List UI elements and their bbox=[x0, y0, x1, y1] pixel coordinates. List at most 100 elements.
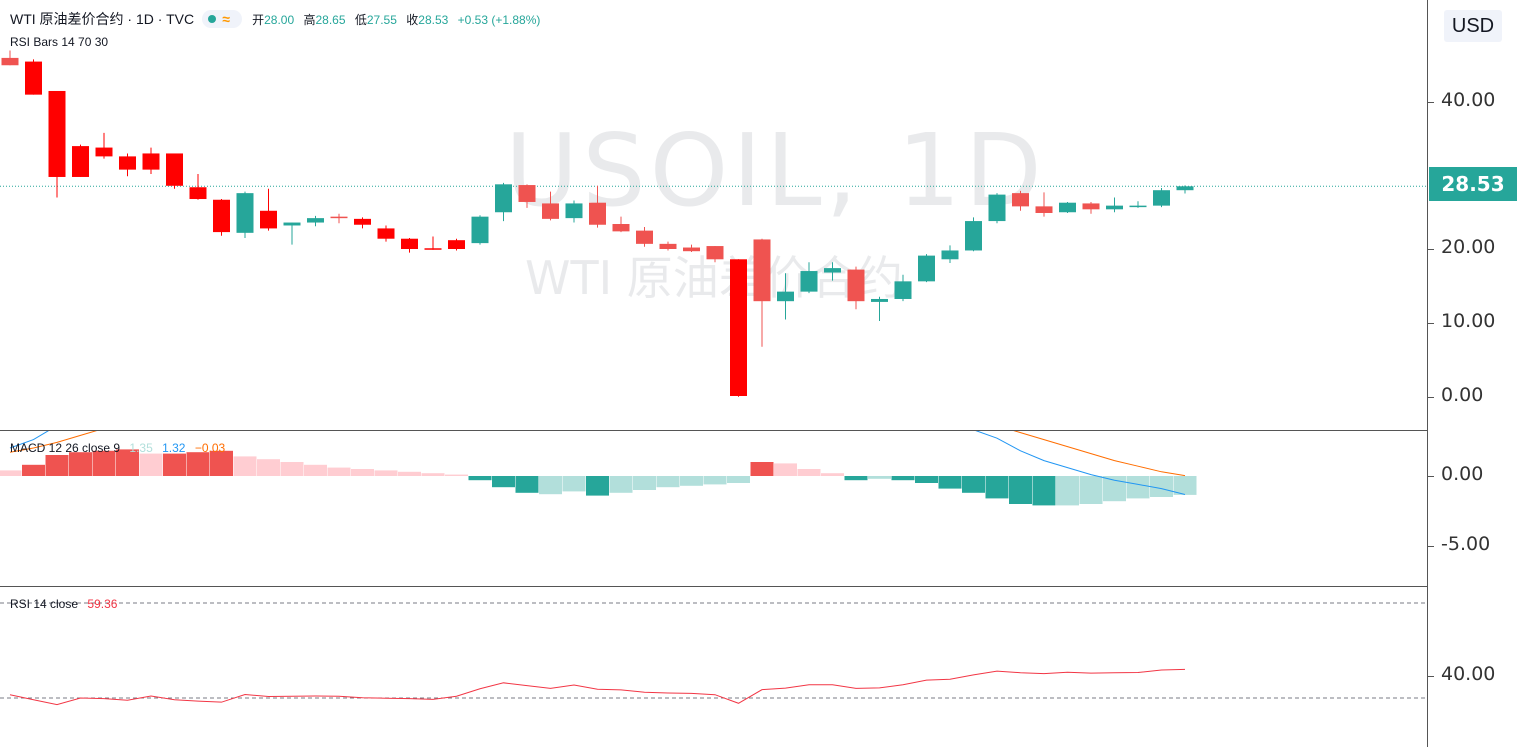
macd-histogram-bar bbox=[680, 476, 703, 486]
candle-body bbox=[589, 202, 606, 225]
rsi-chart[interactable] bbox=[0, 587, 1427, 747]
candle-body bbox=[1059, 202, 1076, 213]
rsi-label: RSI 14 close bbox=[10, 597, 79, 611]
rsi-legend[interactable]: RSI 14 close 59.36 bbox=[10, 597, 123, 611]
candle-body bbox=[683, 247, 700, 252]
macd-histogram-bar bbox=[915, 476, 938, 483]
market-status-toggle[interactable]: ≈ bbox=[202, 10, 243, 28]
candle-body bbox=[189, 187, 207, 200]
candle-body bbox=[800, 271, 818, 292]
macd-histogram-bar bbox=[233, 456, 257, 476]
candle-body bbox=[283, 222, 301, 226]
macd-histogram-bar bbox=[0, 470, 22, 476]
candle-body bbox=[95, 147, 113, 157]
macd-histogram-bar bbox=[962, 476, 985, 493]
candle-body bbox=[1, 57, 19, 66]
macd-histogram-bar bbox=[1009, 476, 1032, 504]
macd-histogram-bar bbox=[1126, 476, 1150, 499]
macd-histogram-bar bbox=[492, 476, 515, 488]
close-value: 28.53 bbox=[418, 12, 449, 27]
macd-histogram-bar bbox=[633, 476, 656, 490]
candle-body bbox=[659, 243, 677, 249]
candle-body bbox=[1035, 206, 1053, 213]
candle-body bbox=[72, 146, 89, 177]
high-value: 28.65 bbox=[315, 12, 346, 27]
macd-histogram-bar bbox=[1103, 476, 1126, 502]
price-tick: 0.00 bbox=[1441, 384, 1484, 406]
macd-histogram-bar bbox=[304, 464, 327, 476]
candle-body bbox=[25, 61, 42, 95]
candle-body bbox=[119, 156, 136, 170]
candle-body bbox=[424, 248, 442, 250]
candle-body bbox=[377, 228, 395, 239]
macd-histogram-bar bbox=[1056, 476, 1079, 506]
price-axis[interactable]: USD 40.00 20.00 10.00 0.00 28.53 0.00 -5… bbox=[1427, 0, 1520, 747]
name-watermark: WTI 原油差价合约 bbox=[525, 251, 903, 305]
candle-body bbox=[1106, 205, 1123, 210]
candle-body bbox=[1082, 203, 1100, 210]
close-label: 收 bbox=[406, 12, 419, 27]
candle-body bbox=[941, 250, 959, 260]
price-tick: 40.00 bbox=[1441, 89, 1496, 111]
macd-histogram-bar bbox=[868, 476, 891, 479]
axis-tick-mark bbox=[1428, 102, 1434, 103]
axis-tick-mark bbox=[1428, 323, 1434, 324]
macd-histogram-bar bbox=[45, 455, 69, 476]
macd-signal-value: −0.03 bbox=[194, 441, 226, 455]
macd-histogram-bar bbox=[844, 476, 868, 481]
macd-histogram-bar bbox=[774, 463, 797, 476]
candle-body bbox=[518, 185, 536, 202]
macd-histogram-bar bbox=[938, 476, 962, 489]
macd-pane[interactable]: MACD 12 26 close 9 1.35 1.32 −0.03 bbox=[0, 431, 1427, 586]
symbol-legend: WTI 原油差价合约 · 1D · TVC ≈ 开28.00 高28.65 低2… bbox=[10, 9, 552, 29]
open-value: 28.00 bbox=[264, 12, 295, 27]
rsi-bars-legend[interactable]: RSI Bars 14 70 30 bbox=[10, 35, 109, 49]
rsi-tick: 40.00 bbox=[1441, 663, 1496, 685]
macd-histogram-bar bbox=[92, 450, 116, 476]
macd-histogram-bar bbox=[257, 459, 280, 476]
macd-histogram-bar bbox=[703, 476, 727, 485]
candlestick-chart[interactable] bbox=[0, 0, 1427, 430]
macd-histogram-bar bbox=[139, 453, 163, 476]
candle-body bbox=[988, 194, 1006, 222]
pane-separator[interactable] bbox=[0, 586, 1520, 587]
pane-separator[interactable] bbox=[0, 430, 1520, 431]
macd-histogram-bar bbox=[421, 473, 445, 476]
macd-histogram-bar bbox=[468, 476, 492, 481]
candle-body bbox=[894, 281, 912, 299]
candle-body bbox=[307, 218, 324, 223]
macd-histogram-bar bbox=[539, 476, 562, 495]
macd-histogram-bar bbox=[398, 471, 421, 476]
candle-body bbox=[1153, 190, 1170, 206]
macd-histogram-bar bbox=[727, 476, 750, 483]
rsi-pane[interactable]: RSI 14 close 59.36 bbox=[0, 587, 1427, 747]
candle-body bbox=[871, 298, 888, 302]
candle-body bbox=[1176, 186, 1194, 191]
candle-body bbox=[471, 216, 489, 244]
symbol-title[interactable]: WTI 原油差价合约 · 1D · TVC bbox=[10, 11, 195, 27]
macd-histogram-bar bbox=[797, 469, 821, 476]
ohlc-values: 开28.00 高28.65 低27.55 收28.53 +0.53 (+1.88… bbox=[252, 11, 546, 28]
low-label: 低 bbox=[354, 12, 367, 27]
macd-legend[interactable]: MACD 12 26 close 9 1.35 1.32 −0.03 bbox=[10, 441, 231, 455]
currency-button[interactable]: USD bbox=[1444, 10, 1502, 42]
candle-body bbox=[636, 230, 653, 244]
macd-histogram-bar bbox=[210, 450, 233, 476]
candle-body bbox=[330, 216, 348, 219]
macd-histogram-bar bbox=[1173, 476, 1197, 495]
candle-body bbox=[401, 238, 418, 249]
macd-histogram-bar bbox=[374, 470, 398, 476]
price-pane[interactable]: USOIL, 1D WTI 原油差价合约 WTI 原油差价合约 · 1D · T… bbox=[0, 0, 1427, 430]
macd-histogram-bar bbox=[69, 452, 92, 476]
macd-chart[interactable] bbox=[0, 431, 1427, 586]
macd-histogram-bar bbox=[163, 453, 186, 476]
macd-histogram-bar bbox=[186, 452, 210, 476]
macd-histogram-bar bbox=[445, 474, 468, 476]
change-value: +0.53 (+1.88%) bbox=[457, 12, 541, 27]
low-value: 27.55 bbox=[366, 12, 397, 27]
macd-histogram-bar bbox=[280, 462, 304, 476]
macd-line bbox=[9, 431, 1186, 495]
candle-body bbox=[1012, 193, 1029, 207]
macd-histogram-bar bbox=[586, 476, 609, 496]
macd-histogram-bar bbox=[327, 467, 351, 476]
